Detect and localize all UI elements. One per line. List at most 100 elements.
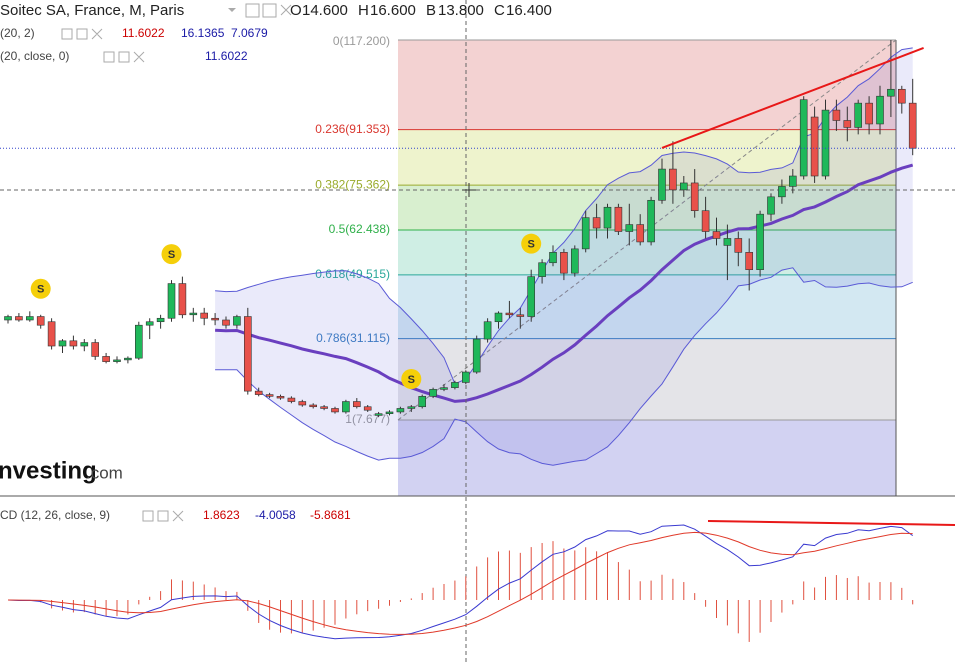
candle-body bbox=[276, 396, 285, 399]
candle-body bbox=[745, 252, 754, 270]
fib-zone bbox=[398, 230, 896, 275]
candle-body bbox=[189, 312, 198, 316]
candle-body bbox=[451, 382, 459, 388]
candle-body bbox=[254, 390, 263, 395]
candle-body bbox=[342, 401, 350, 413]
fib-label: 0.382(75.362) bbox=[315, 177, 390, 191]
dropdown[interactable] bbox=[228, 8, 236, 12]
trendline bbox=[661, 47, 924, 149]
indicator-value: 16.1365 bbox=[181, 26, 225, 40]
indicator-value: -5.8681 bbox=[310, 508, 351, 522]
candle-body bbox=[200, 312, 208, 319]
candle-body bbox=[887, 88, 895, 97]
candle-body bbox=[908, 102, 917, 149]
indicator-value: -4.0058 bbox=[255, 508, 296, 522]
candle-body bbox=[167, 283, 176, 319]
icons[interactable] bbox=[245, 3, 292, 18]
candle-body bbox=[581, 217, 590, 250]
candle-body bbox=[690, 182, 699, 212]
candle-body bbox=[374, 413, 383, 416]
fib-label: 0.236(91.353) bbox=[315, 122, 390, 136]
candle-body bbox=[15, 316, 23, 321]
candle-body bbox=[897, 88, 906, 104]
candle-body bbox=[625, 224, 634, 232]
candle-body bbox=[265, 394, 274, 397]
candle-body bbox=[483, 321, 492, 340]
candle-body bbox=[461, 371, 470, 383]
signal bbox=[30, 278, 51, 299]
candle-body bbox=[516, 314, 525, 317]
signal-label: S bbox=[408, 374, 415, 386]
candle-body bbox=[560, 252, 568, 274]
candle-body bbox=[211, 317, 219, 321]
candle-body bbox=[701, 210, 710, 232]
fib-zone bbox=[398, 40, 896, 130]
signal bbox=[401, 369, 422, 390]
indicator-value: 11.6022 bbox=[122, 26, 165, 40]
signal-label: S bbox=[37, 284, 44, 296]
candle-body bbox=[788, 175, 797, 187]
signal-label: S bbox=[528, 239, 535, 251]
candle-body bbox=[91, 342, 99, 357]
candle-body bbox=[440, 387, 448, 390]
indicator-value: 11.6022 bbox=[205, 49, 248, 63]
macd-line bbox=[7, 524, 913, 640]
candle-body bbox=[854, 102, 863, 128]
candle-body bbox=[647, 199, 655, 243]
fib-label: 0.618(49.515) bbox=[315, 267, 390, 281]
candle-body bbox=[843, 120, 852, 128]
candle-body bbox=[352, 401, 361, 408]
candle-body bbox=[244, 316, 252, 392]
candle-body bbox=[679, 182, 688, 191]
candle-body bbox=[429, 389, 437, 397]
signal bbox=[521, 233, 542, 254]
candle-body bbox=[876, 95, 884, 125]
indicator-icons bbox=[142, 510, 184, 522]
fib-label: 0.786(31.115) bbox=[316, 331, 390, 345]
candle-body bbox=[396, 408, 405, 413]
candle-body bbox=[124, 357, 132, 361]
band-lower bbox=[215, 267, 913, 466]
candle-body bbox=[723, 238, 732, 246]
candle-body bbox=[614, 206, 623, 232]
candle-body bbox=[331, 408, 339, 413]
candle-body bbox=[712, 231, 721, 239]
candle-body bbox=[135, 324, 143, 359]
candle-body bbox=[145, 321, 154, 326]
logo-domain: .com bbox=[86, 463, 123, 482]
title: Soitec SA, France, M, Paris bbox=[0, 2, 184, 19]
candle-body bbox=[669, 168, 677, 191]
candle-body bbox=[69, 340, 78, 347]
candle-body bbox=[47, 321, 56, 347]
candle-body bbox=[603, 206, 612, 229]
logo-main: nvesting bbox=[0, 457, 97, 484]
candles: S S S S bbox=[0, 40, 955, 418]
candle-body bbox=[233, 316, 241, 326]
ohlc: O 14.600 H 16.600 B 13.800 C 16.400 bbox=[290, 2, 552, 19]
candle-body bbox=[799, 99, 808, 177]
candle-body bbox=[178, 283, 187, 316]
fib-zone bbox=[398, 420, 896, 496]
candle-body bbox=[385, 411, 394, 414]
moving-average bbox=[215, 163, 914, 403]
candle-body bbox=[832, 109, 841, 121]
candle-body bbox=[287, 397, 296, 402]
candle-body bbox=[570, 248, 579, 274]
candle-body bbox=[36, 316, 45, 326]
band-upper bbox=[215, 47, 913, 385]
candle-body bbox=[80, 342, 89, 347]
signal-line bbox=[7, 531, 913, 635]
candle-body bbox=[494, 312, 503, 323]
ohlc-value: 16.600 bbox=[370, 2, 416, 19]
candle-body bbox=[538, 262, 546, 277]
fib-label: 0(117.200) bbox=[333, 34, 390, 48]
fib-zone bbox=[398, 338, 896, 420]
indicator-name: (20, close, 0) bbox=[0, 49, 69, 63]
candle-body bbox=[58, 340, 67, 347]
candle-body bbox=[363, 406, 372, 411]
candle-body bbox=[527, 276, 536, 317]
ohlc-key: B bbox=[426, 2, 436, 19]
indicator-name: (20, 2) bbox=[0, 26, 35, 40]
candle-body bbox=[821, 109, 830, 177]
